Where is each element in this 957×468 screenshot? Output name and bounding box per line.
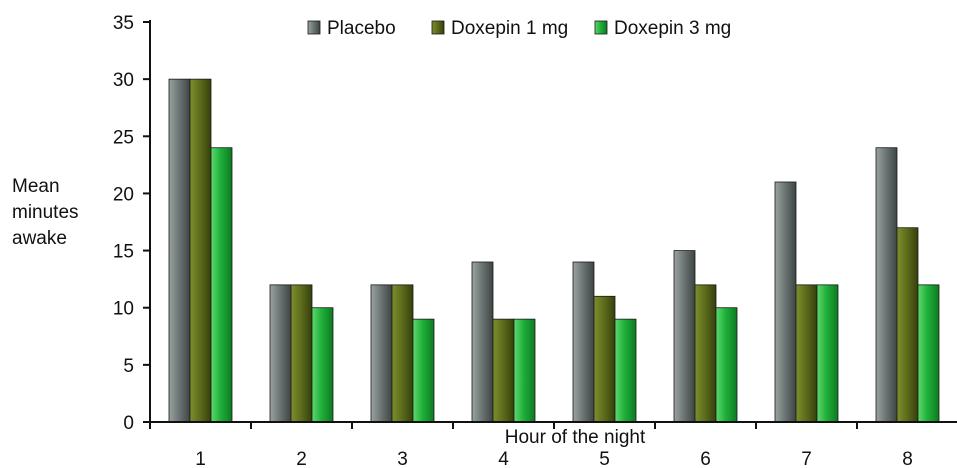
bar-doxepin-1-mg-hour-8 <box>896 227 919 423</box>
bar-doxepin-1-mg-hour-2 <box>290 284 313 423</box>
legend: Placebo Doxepin 1 mg Doxepin 3 mg <box>307 18 731 39</box>
bars <box>168 78 940 423</box>
y-tick-label: 25 <box>113 127 134 148</box>
bar-doxepin-3-mg-hour-8 <box>917 284 940 423</box>
bar-doxepin-3-mg-hour-2 <box>311 307 334 423</box>
bar-placebo-hour-4 <box>471 261 494 423</box>
bar-doxepin-1-mg-hour-7 <box>795 284 818 423</box>
bar-placebo-hour-1 <box>168 78 191 423</box>
x-tick-label: 3 <box>397 449 408 468</box>
legend-swatch-doxepin-3-mg <box>594 20 608 35</box>
bar-doxepin-1-mg-hour-6 <box>694 284 717 423</box>
legend-label: Doxepin 3 mg <box>614 18 731 39</box>
y-axis-title-line: awake <box>12 228 67 249</box>
y-tick-label: 35 <box>113 13 134 34</box>
y-axis-ticks: 0 5 10 15 20 25 30 35 <box>113 13 150 434</box>
bar-doxepin-3-mg-hour-3 <box>412 318 435 423</box>
bar-placebo-hour-7 <box>774 181 797 423</box>
y-tick-label: 0 <box>123 413 134 434</box>
x-tick-label: 5 <box>599 449 610 468</box>
y-axis-title-line: Mean <box>12 176 60 197</box>
bar-doxepin-1-mg-hour-5 <box>593 295 616 423</box>
legend-label: Placebo <box>327 18 396 39</box>
bar-doxepin-3-mg-hour-6 <box>715 307 738 423</box>
y-tick-label: 15 <box>113 242 134 263</box>
bar-placebo-hour-2 <box>269 284 292 423</box>
y-axis-title-line: minutes <box>12 202 79 223</box>
x-tick-label: 6 <box>700 449 711 468</box>
legend-swatch-doxepin-1-mg <box>431 20 445 35</box>
x-tick-label: 8 <box>902 449 913 468</box>
y-tick-label: 30 <box>113 70 134 91</box>
bar-placebo-hour-5 <box>572 261 595 423</box>
bar-doxepin-3-mg-hour-7 <box>816 284 839 423</box>
bar-doxepin-1-mg-hour-1 <box>189 78 212 423</box>
x-axis-title: Hour of the night <box>505 427 646 448</box>
bar-placebo-hour-8 <box>875 147 898 423</box>
bar-doxepin-1-mg-hour-4 <box>492 318 515 423</box>
bar-doxepin-1-mg-hour-3 <box>391 284 414 423</box>
y-tick-label: 20 <box>113 184 134 205</box>
bar-placebo-hour-3 <box>370 284 393 423</box>
y-axis-title: Mean minutes awake <box>12 176 79 249</box>
x-tick-label: 4 <box>498 449 509 468</box>
bar-doxepin-3-mg-hour-4 <box>513 318 536 423</box>
y-tick-label: 5 <box>123 356 134 377</box>
x-tick-label: 2 <box>296 449 307 468</box>
bar-placebo-hour-6 <box>673 250 696 423</box>
x-tick-label: 7 <box>801 449 812 468</box>
legend-swatch-placebo <box>307 20 321 35</box>
bar-doxepin-3-mg-hour-5 <box>614 318 637 423</box>
legend-label: Doxepin 1 mg <box>451 18 568 39</box>
y-tick-label: 10 <box>113 299 134 320</box>
bar-doxepin-3-mg-hour-1 <box>210 147 233 423</box>
x-axis-ticks: 1 2 3 4 5 6 7 8 <box>149 422 913 468</box>
x-tick-label: 1 <box>195 449 206 468</box>
